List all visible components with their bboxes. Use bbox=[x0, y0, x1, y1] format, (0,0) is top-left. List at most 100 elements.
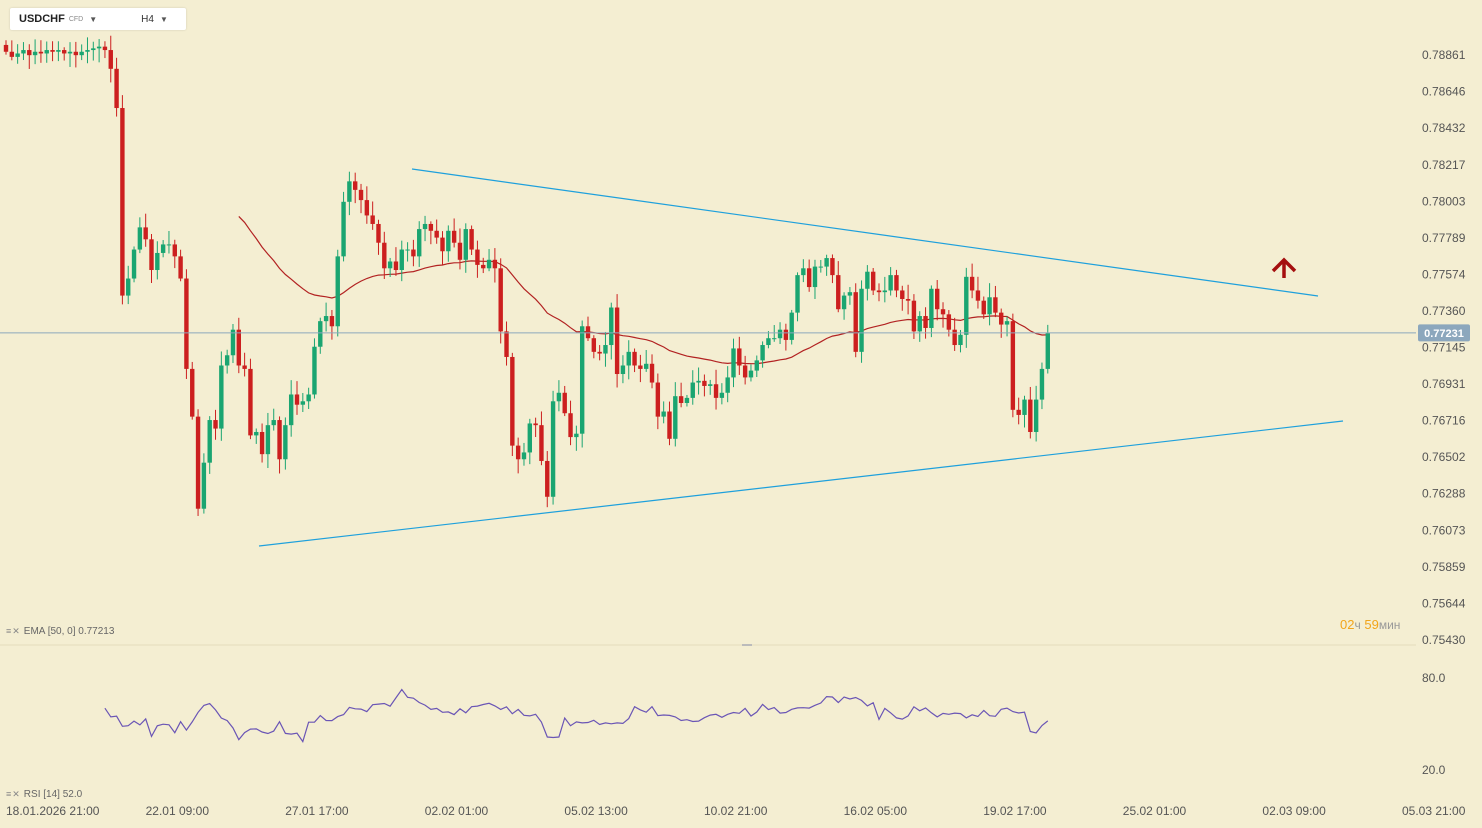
candle[interactable] bbox=[417, 221, 422, 267]
candle[interactable] bbox=[335, 249, 340, 337]
candle[interactable] bbox=[399, 240, 404, 282]
candle[interactable] bbox=[96, 39, 102, 63]
candle[interactable] bbox=[475, 240, 480, 278]
candle[interactable] bbox=[515, 437, 521, 474]
candle[interactable] bbox=[318, 317, 323, 354]
chevron-down-icon[interactable]: ▼ bbox=[89, 14, 98, 24]
candle[interactable] bbox=[353, 172, 358, 204]
candle[interactable] bbox=[783, 323, 789, 351]
candle[interactable] bbox=[358, 183, 364, 214]
candle[interactable] bbox=[999, 308, 1004, 338]
candle[interactable] bbox=[923, 307, 928, 339]
candle[interactable] bbox=[323, 302, 329, 332]
candle[interactable] bbox=[987, 283, 992, 326]
candle[interactable] bbox=[166, 230, 172, 254]
candle[interactable] bbox=[742, 355, 748, 385]
candle[interactable] bbox=[411, 239, 416, 267]
candle[interactable] bbox=[667, 401, 672, 446]
candle[interactable] bbox=[85, 37, 90, 64]
candle[interactable] bbox=[550, 390, 556, 505]
candle[interactable] bbox=[102, 41, 108, 59]
candle[interactable] bbox=[27, 44, 32, 69]
candle[interactable] bbox=[870, 268, 876, 296]
candle[interactable] bbox=[393, 247, 399, 276]
candle[interactable] bbox=[504, 321, 509, 366]
candle[interactable] bbox=[620, 355, 626, 384]
candle[interactable] bbox=[341, 191, 346, 262]
chevron-down-icon[interactable]: ▼ bbox=[159, 14, 168, 24]
candle[interactable] bbox=[405, 242, 410, 262]
candle[interactable] bbox=[230, 323, 236, 364]
candle[interactable] bbox=[789, 309, 794, 345]
candle[interactable] bbox=[673, 382, 678, 447]
candle[interactable] bbox=[708, 379, 713, 395]
instrument-toolbar[interactable]: USDCHF CFD ▼ H4 ▼ bbox=[10, 8, 186, 30]
candle[interactable] bbox=[190, 361, 195, 420]
candle[interactable] bbox=[574, 425, 579, 451]
candle[interactable] bbox=[271, 408, 276, 431]
candle[interactable] bbox=[422, 215, 428, 242]
candle[interactable] bbox=[434, 219, 439, 244]
candle[interactable] bbox=[126, 265, 131, 305]
candle[interactable] bbox=[702, 374, 707, 397]
candle[interactable] bbox=[9, 40, 15, 61]
candle[interactable] bbox=[213, 409, 218, 440]
candle[interactable] bbox=[911, 294, 917, 340]
candle[interactable] bbox=[527, 418, 532, 465]
candle[interactable] bbox=[463, 223, 468, 273]
candle[interactable] bbox=[801, 259, 806, 283]
candle[interactable] bbox=[690, 370, 695, 405]
candle[interactable] bbox=[632, 348, 637, 373]
candle[interactable] bbox=[737, 336, 742, 375]
candle[interactable] bbox=[201, 453, 207, 514]
candle[interactable] bbox=[387, 257, 393, 277]
candle[interactable] bbox=[952, 317, 957, 351]
candle[interactable] bbox=[44, 41, 49, 63]
candle[interactable] bbox=[149, 234, 154, 284]
candle[interactable] bbox=[731, 338, 736, 388]
candle[interactable] bbox=[3, 40, 9, 55]
rsi-indicator-label[interactable]: ≡✕ RSI [14] 52.0 bbox=[6, 789, 82, 800]
candle[interactable] bbox=[760, 341, 765, 368]
candle[interactable] bbox=[591, 335, 597, 359]
candle[interactable] bbox=[440, 231, 445, 265]
candle[interactable] bbox=[1022, 395, 1027, 428]
candle[interactable] bbox=[713, 369, 719, 410]
candle[interactable] bbox=[91, 41, 96, 61]
settings-icon[interactable]: ≡✕ bbox=[6, 626, 21, 636]
candle[interactable] bbox=[32, 39, 38, 65]
candle[interactable] bbox=[725, 366, 730, 403]
candle[interactable] bbox=[294, 381, 300, 415]
candle[interactable] bbox=[905, 284, 911, 315]
candle[interactable] bbox=[684, 394, 690, 407]
candle[interactable] bbox=[766, 331, 771, 349]
candle[interactable] bbox=[865, 265, 870, 301]
candle[interactable] bbox=[446, 225, 451, 262]
candle[interactable] bbox=[486, 249, 492, 272]
candle[interactable] bbox=[579, 320, 585, 448]
candle[interactable] bbox=[498, 258, 503, 344]
candle[interactable] bbox=[224, 349, 230, 374]
candle[interactable] bbox=[533, 417, 538, 438]
candle[interactable] bbox=[492, 248, 498, 283]
candle[interactable] bbox=[655, 373, 661, 430]
candle[interactable] bbox=[678, 382, 684, 408]
candle[interactable] bbox=[894, 269, 899, 298]
candle[interactable] bbox=[603, 331, 608, 367]
candle[interactable] bbox=[876, 283, 882, 302]
candle[interactable] bbox=[259, 423, 265, 463]
candle[interactable] bbox=[254, 428, 259, 444]
candle[interactable] bbox=[15, 44, 20, 64]
candle[interactable] bbox=[585, 316, 591, 342]
candle[interactable] bbox=[79, 44, 84, 61]
candle[interactable] bbox=[1028, 386, 1033, 439]
candle[interactable] bbox=[1033, 385, 1039, 442]
candle[interactable] bbox=[614, 294, 620, 388]
candle[interactable] bbox=[469, 225, 474, 256]
candle[interactable] bbox=[21, 42, 26, 61]
candle[interactable] bbox=[428, 221, 434, 245]
candle[interactable] bbox=[1039, 362, 1045, 410]
candle[interactable] bbox=[1016, 397, 1021, 425]
settings-icon[interactable]: ≡✕ bbox=[6, 789, 21, 799]
candle[interactable] bbox=[661, 401, 666, 424]
